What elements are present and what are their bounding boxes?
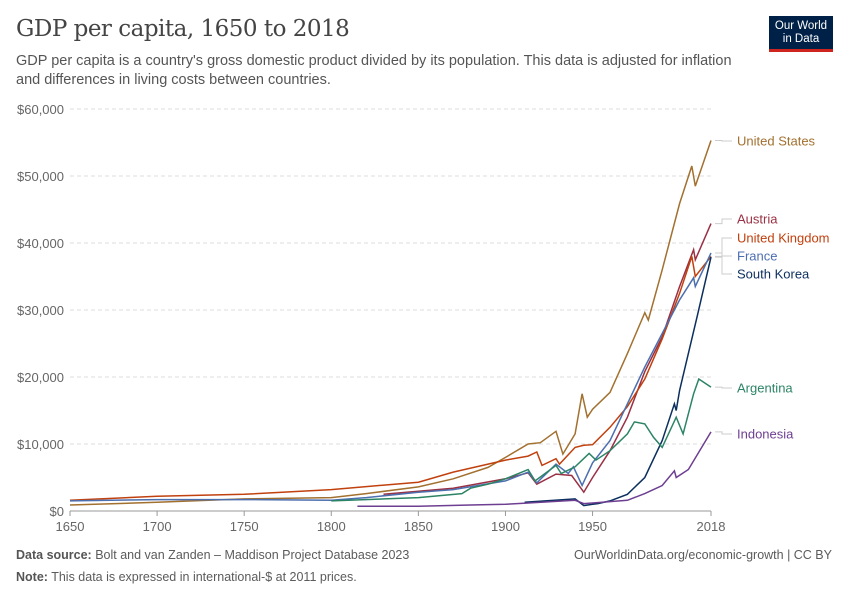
owid-logo[interactable]: Our World in Data	[769, 16, 833, 52]
y-tick-label: $60,000	[17, 102, 64, 117]
x-tick-label: 1800	[317, 519, 346, 534]
footer-url[interactable]: OurWorldinData.org/economic-growth | CC …	[574, 548, 832, 562]
x-tick-label: 1900	[491, 519, 520, 534]
series-label: South Korea	[737, 267, 810, 282]
series-line-france	[69, 252, 712, 502]
series-label: Argentina	[737, 381, 793, 396]
note-text: This data is expressed in international-…	[51, 570, 357, 584]
series-line-argentina	[331, 377, 712, 502]
note: Note: This data is expressed in internat…	[16, 570, 357, 584]
y-tick-label: $10,000	[17, 437, 64, 452]
y-tick-label: $0	[50, 504, 64, 519]
series-line-united-kingdom	[69, 255, 712, 502]
series-line-united-states	[69, 140, 712, 506]
y-tick-label: $20,000	[17, 370, 64, 385]
series-label: Indonesia	[737, 427, 794, 442]
y-tick-label: $50,000	[17, 169, 64, 184]
chart-subtitle: GDP per capita is a country's gross dome…	[16, 53, 732, 88]
x-tick-label: 1950	[578, 519, 607, 534]
label-connector	[715, 386, 732, 389]
source-text[interactable]: Bolt and van Zanden – Maddison Project D…	[95, 548, 410, 562]
chart-title: GDP per capita, 1650 to 2018	[16, 16, 350, 42]
series-line-south-korea	[524, 256, 712, 507]
note-label: Note:	[16, 570, 48, 584]
label-connector	[715, 256, 732, 275]
series-label: United States	[737, 134, 816, 149]
source-label: Data source:	[16, 548, 92, 562]
series-label: United Kingdom	[737, 231, 830, 246]
data-source: Data source: Bolt and van Zanden – Maddi…	[16, 548, 409, 562]
y-tick-label: $30,000	[17, 303, 64, 318]
label-connector	[715, 140, 732, 142]
series-line-austria	[383, 223, 712, 496]
series-line-indonesia	[357, 431, 712, 508]
label-connector	[715, 237, 732, 257]
x-tick-label: 1650	[56, 519, 85, 534]
y-tick-label: $40,000	[17, 236, 64, 251]
x-tick-label: 1700	[143, 519, 172, 534]
label-connector	[715, 218, 732, 225]
x-tick-label: 1850	[404, 519, 433, 534]
series-label: Austria	[737, 212, 778, 227]
x-tick-label: 1750	[230, 519, 259, 534]
x-tick-label: 2018	[697, 519, 726, 534]
label-connector	[715, 252, 732, 257]
label-connector	[715, 431, 732, 435]
series-label: France	[737, 249, 777, 264]
